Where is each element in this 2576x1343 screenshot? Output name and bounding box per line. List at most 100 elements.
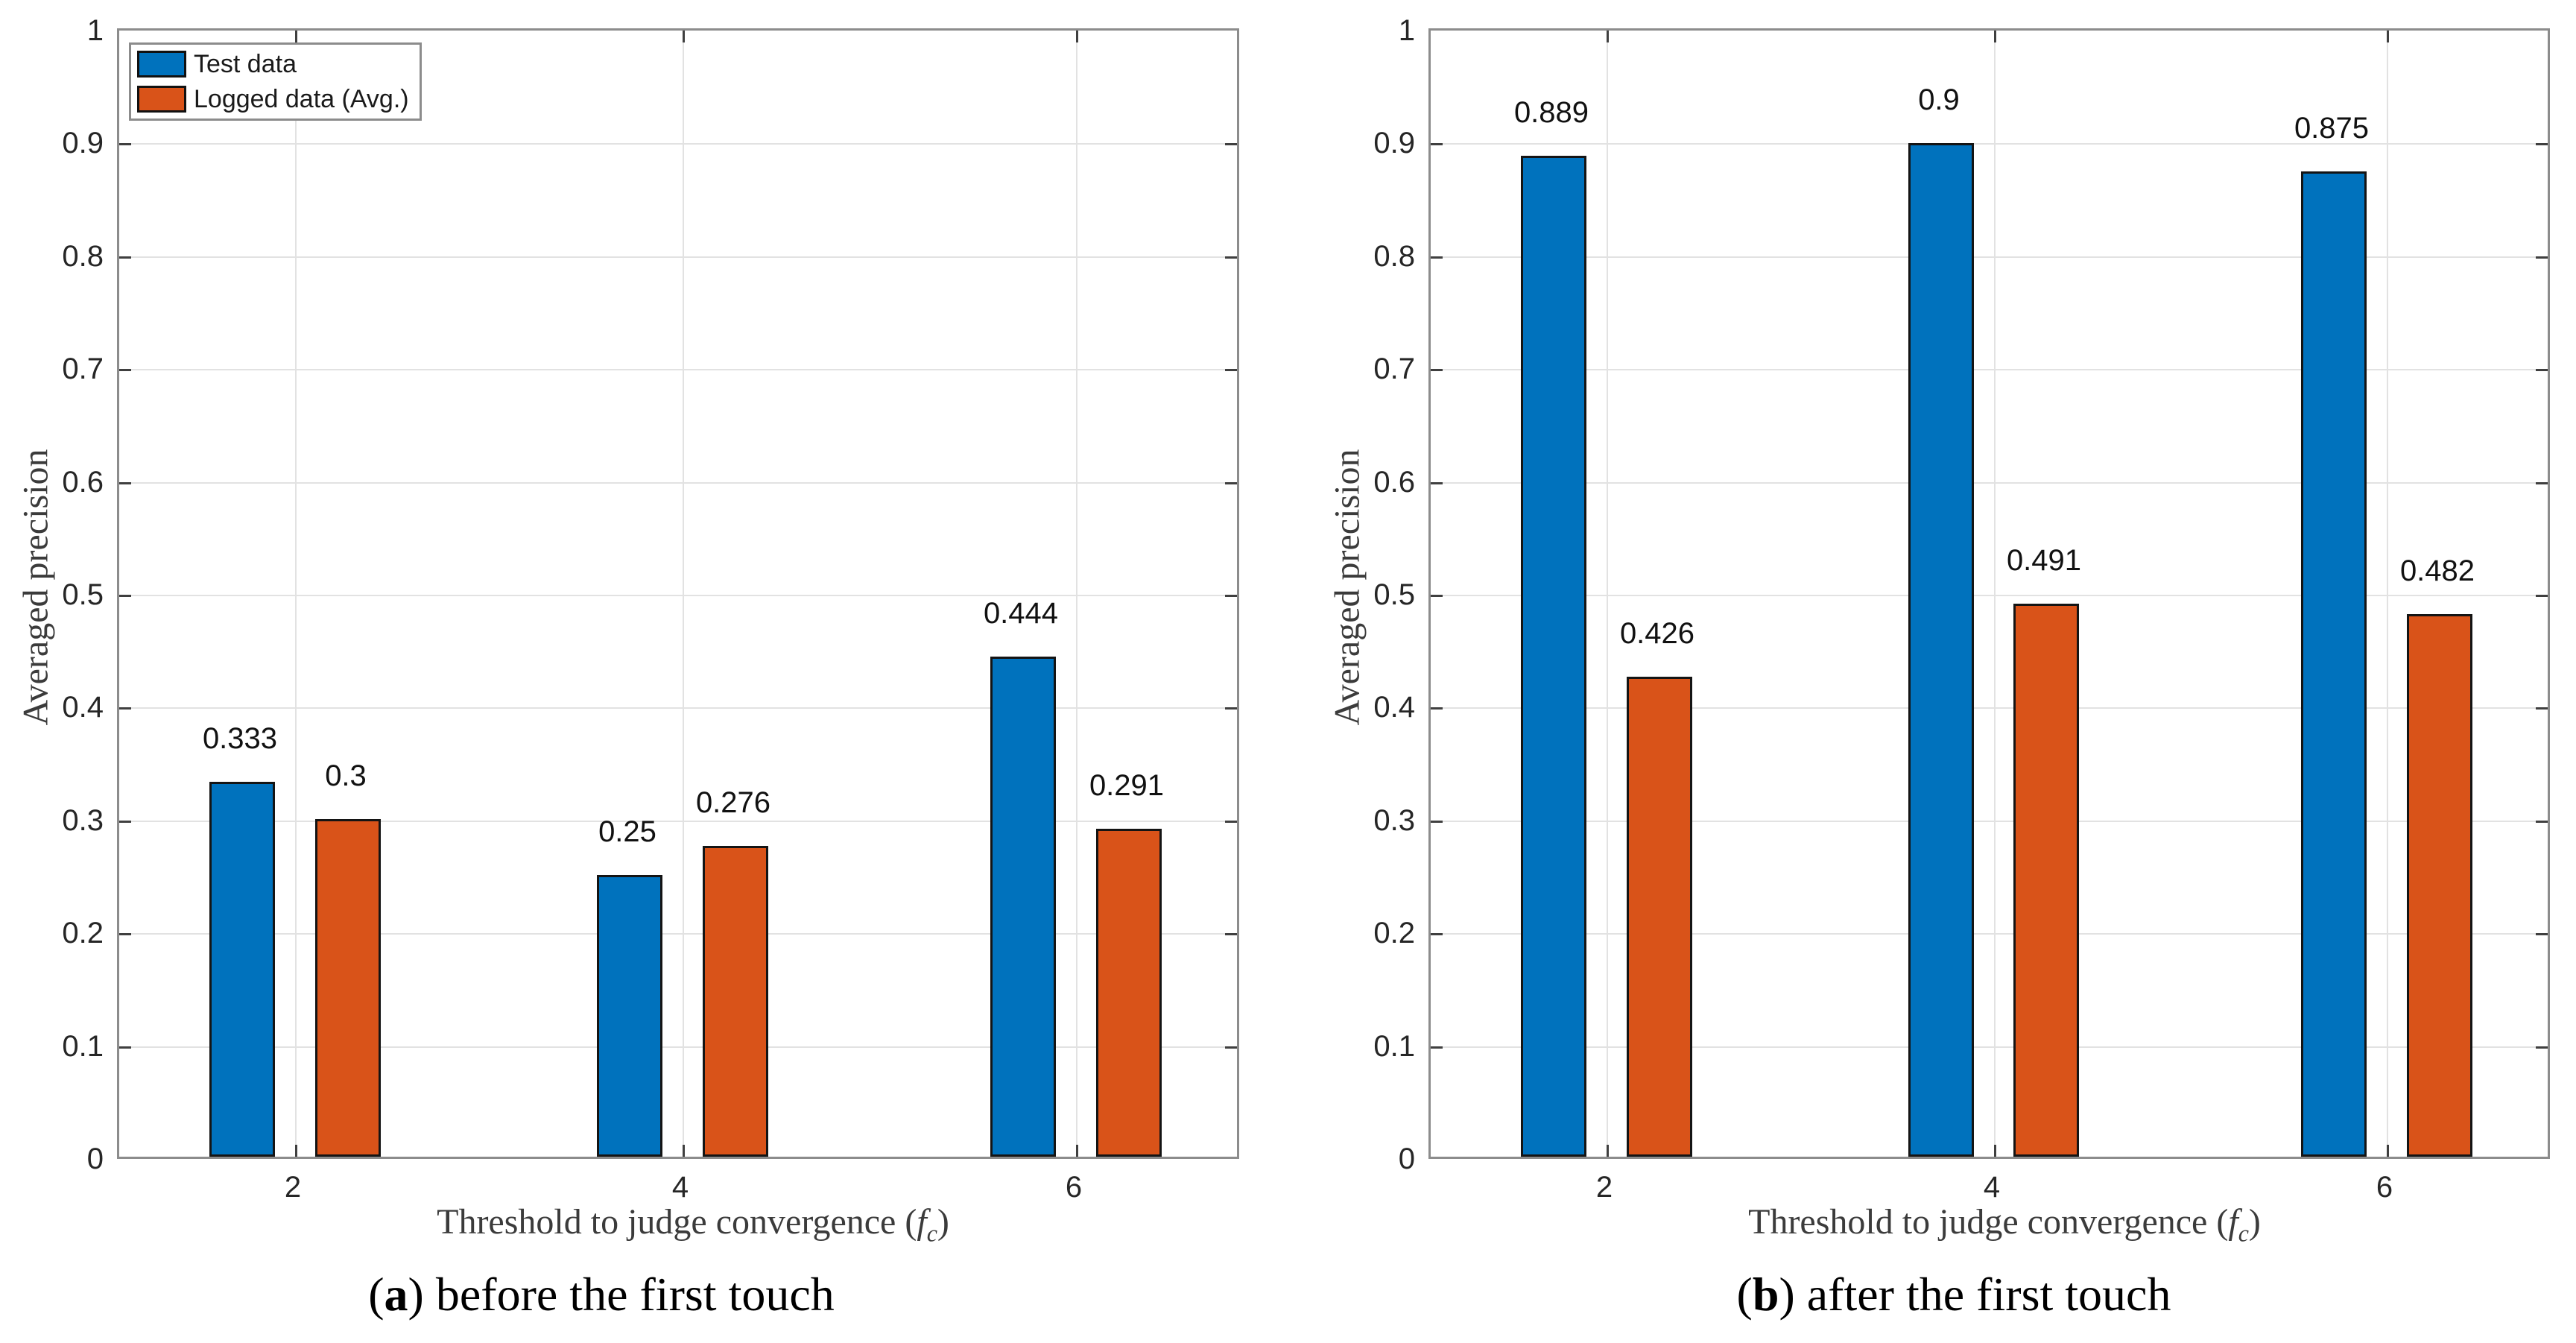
x-axis-label-close: ) bbox=[2248, 1202, 2261, 1242]
y-tick-label: 0.2 bbox=[62, 917, 104, 949]
y-tick-right bbox=[1225, 482, 1237, 484]
bar-value-label: 0.482 bbox=[2399, 554, 2475, 587]
y-tick-left bbox=[119, 707, 131, 710]
y-tick-label: 0.8 bbox=[1373, 240, 1415, 273]
y-tick-left bbox=[1431, 256, 1443, 259]
y-gridline bbox=[1431, 256, 2548, 258]
x-tick-top bbox=[2387, 31, 2389, 42]
y-gridline bbox=[119, 933, 1237, 935]
y-tick-label: 0.6 bbox=[62, 466, 104, 499]
y-tick-left bbox=[1431, 933, 1443, 935]
subfigure-caption-a: (a) before the first touch bbox=[368, 1267, 835, 1322]
f-subscript-italic: c bbox=[926, 1219, 937, 1247]
x-gridline bbox=[1607, 31, 1608, 1157]
y-tick-left bbox=[119, 595, 131, 597]
y-tick-right bbox=[2536, 821, 2548, 823]
bar-value-label: 0.444 bbox=[983, 597, 1059, 630]
y-tick-label: 0.5 bbox=[62, 578, 104, 611]
y-tick-right bbox=[1225, 821, 1237, 823]
x-tick-label: 6 bbox=[2376, 1171, 2393, 1204]
y-tick-right bbox=[1225, 1046, 1237, 1049]
bar-value-label: 0.333 bbox=[202, 722, 278, 755]
y-tick-label: 0 bbox=[86, 1143, 104, 1175]
caption-b-letter: b bbox=[1752, 1268, 1779, 1321]
bar-logged-data-avg- bbox=[2013, 604, 2079, 1157]
y-tick-right bbox=[2536, 1046, 2548, 1049]
y-tick-label: 0.3 bbox=[1373, 804, 1415, 837]
legend-item: Test data bbox=[137, 50, 409, 78]
y-tick-right bbox=[1225, 595, 1237, 597]
y-tick-left bbox=[119, 821, 131, 823]
y-tick-label: 0.4 bbox=[62, 691, 104, 724]
y-gridline bbox=[119, 707, 1237, 709]
x-gridline bbox=[1076, 31, 1077, 1157]
y-tick-right bbox=[2536, 256, 2548, 259]
x-tick-label: 2 bbox=[284, 1171, 302, 1204]
y-tick-left bbox=[1431, 482, 1443, 484]
y-gridline bbox=[1431, 369, 2548, 370]
y-gridline bbox=[119, 369, 1237, 370]
legend-item-label: Logged data (Avg.) bbox=[194, 85, 409, 113]
y-gridline bbox=[1431, 143, 2548, 145]
y-tick-label: 0.9 bbox=[62, 127, 104, 159]
y-gridline bbox=[119, 595, 1237, 596]
y-tick-label: 0.9 bbox=[1373, 127, 1415, 159]
y-tick-label: 0.7 bbox=[1373, 353, 1415, 385]
y-gridline bbox=[1431, 933, 2548, 935]
bar-value-label: 0.875 bbox=[2294, 112, 2370, 145]
bar-value-label: 0.889 bbox=[1513, 96, 1589, 129]
y-tick-label: 0.1 bbox=[62, 1030, 104, 1063]
y-tick-label: 0.7 bbox=[62, 353, 104, 385]
x-tick-label: 2 bbox=[1595, 1171, 1613, 1204]
y-tick-left bbox=[119, 369, 131, 371]
x-axis-label-text: Threshold to judge convergence ( bbox=[437, 1202, 917, 1242]
y-gridline bbox=[119, 1046, 1237, 1048]
bar-value-label: 0.291 bbox=[1089, 769, 1165, 802]
y-tick-left bbox=[119, 256, 131, 259]
x-tick-top bbox=[1607, 31, 1609, 42]
x-tick-top bbox=[295, 31, 297, 42]
bar-logged-data-avg- bbox=[1096, 829, 1162, 1157]
y-tick-right bbox=[2536, 482, 2548, 484]
y-tick-right bbox=[1225, 369, 1237, 371]
y-tick-left bbox=[119, 933, 131, 935]
y-tick-label: 0.5 bbox=[1373, 578, 1415, 611]
x-axis-label-a: Threshold to judge convergence (fc) bbox=[437, 1201, 949, 1248]
y-tick-left bbox=[1431, 821, 1443, 823]
y-gridline bbox=[1431, 707, 2548, 709]
y-tick-right bbox=[1225, 933, 1237, 935]
bar-value-label: 0.3 bbox=[325, 759, 367, 792]
y-tick-label: 0.8 bbox=[62, 240, 104, 273]
legend: Test data Logged data (Avg.) bbox=[129, 42, 422, 121]
y-gridline bbox=[119, 821, 1237, 822]
y-tick-left bbox=[1431, 595, 1443, 597]
x-tick-label: 6 bbox=[1065, 1171, 1083, 1204]
bar-logged-data-avg- bbox=[703, 846, 768, 1157]
caption-a-paren: ( bbox=[368, 1268, 384, 1321]
y-tick-label: 0.3 bbox=[62, 804, 104, 837]
x-gridline bbox=[683, 31, 684, 1157]
bar-logged-data-avg- bbox=[1627, 677, 1692, 1157]
y-tick-right bbox=[1225, 707, 1237, 710]
bar-value-label: 0.25 bbox=[598, 815, 656, 848]
bar-test-data bbox=[597, 875, 662, 1157]
f-subscript: c bbox=[2238, 1220, 2249, 1247]
caption-b-text: ) after the first touch bbox=[1779, 1268, 2171, 1321]
bar-value-label: 0.491 bbox=[2006, 544, 2082, 577]
subfigure-caption-b: (b) after the first touch bbox=[1737, 1267, 2171, 1322]
f-variable-italic: f bbox=[2228, 1202, 2238, 1242]
x-gridline bbox=[1994, 31, 1996, 1157]
legend-item: Logged data (Avg.) bbox=[137, 85, 409, 113]
bar-value-label: 0.276 bbox=[695, 786, 771, 819]
x-tick-bottom bbox=[1994, 1145, 1996, 1157]
x-tick-bottom bbox=[683, 1145, 685, 1157]
x-tick-bottom bbox=[1607, 1145, 1609, 1157]
bar-logged-data-avg- bbox=[315, 819, 381, 1157]
x-gridline bbox=[2387, 31, 2388, 1157]
bar-test-data bbox=[209, 782, 275, 1157]
y-gridline bbox=[1431, 482, 2548, 484]
f-variable-italic: f bbox=[917, 1202, 927, 1242]
y-tick-label: 0.4 bbox=[1373, 691, 1415, 724]
x-tick-top bbox=[1076, 31, 1078, 42]
